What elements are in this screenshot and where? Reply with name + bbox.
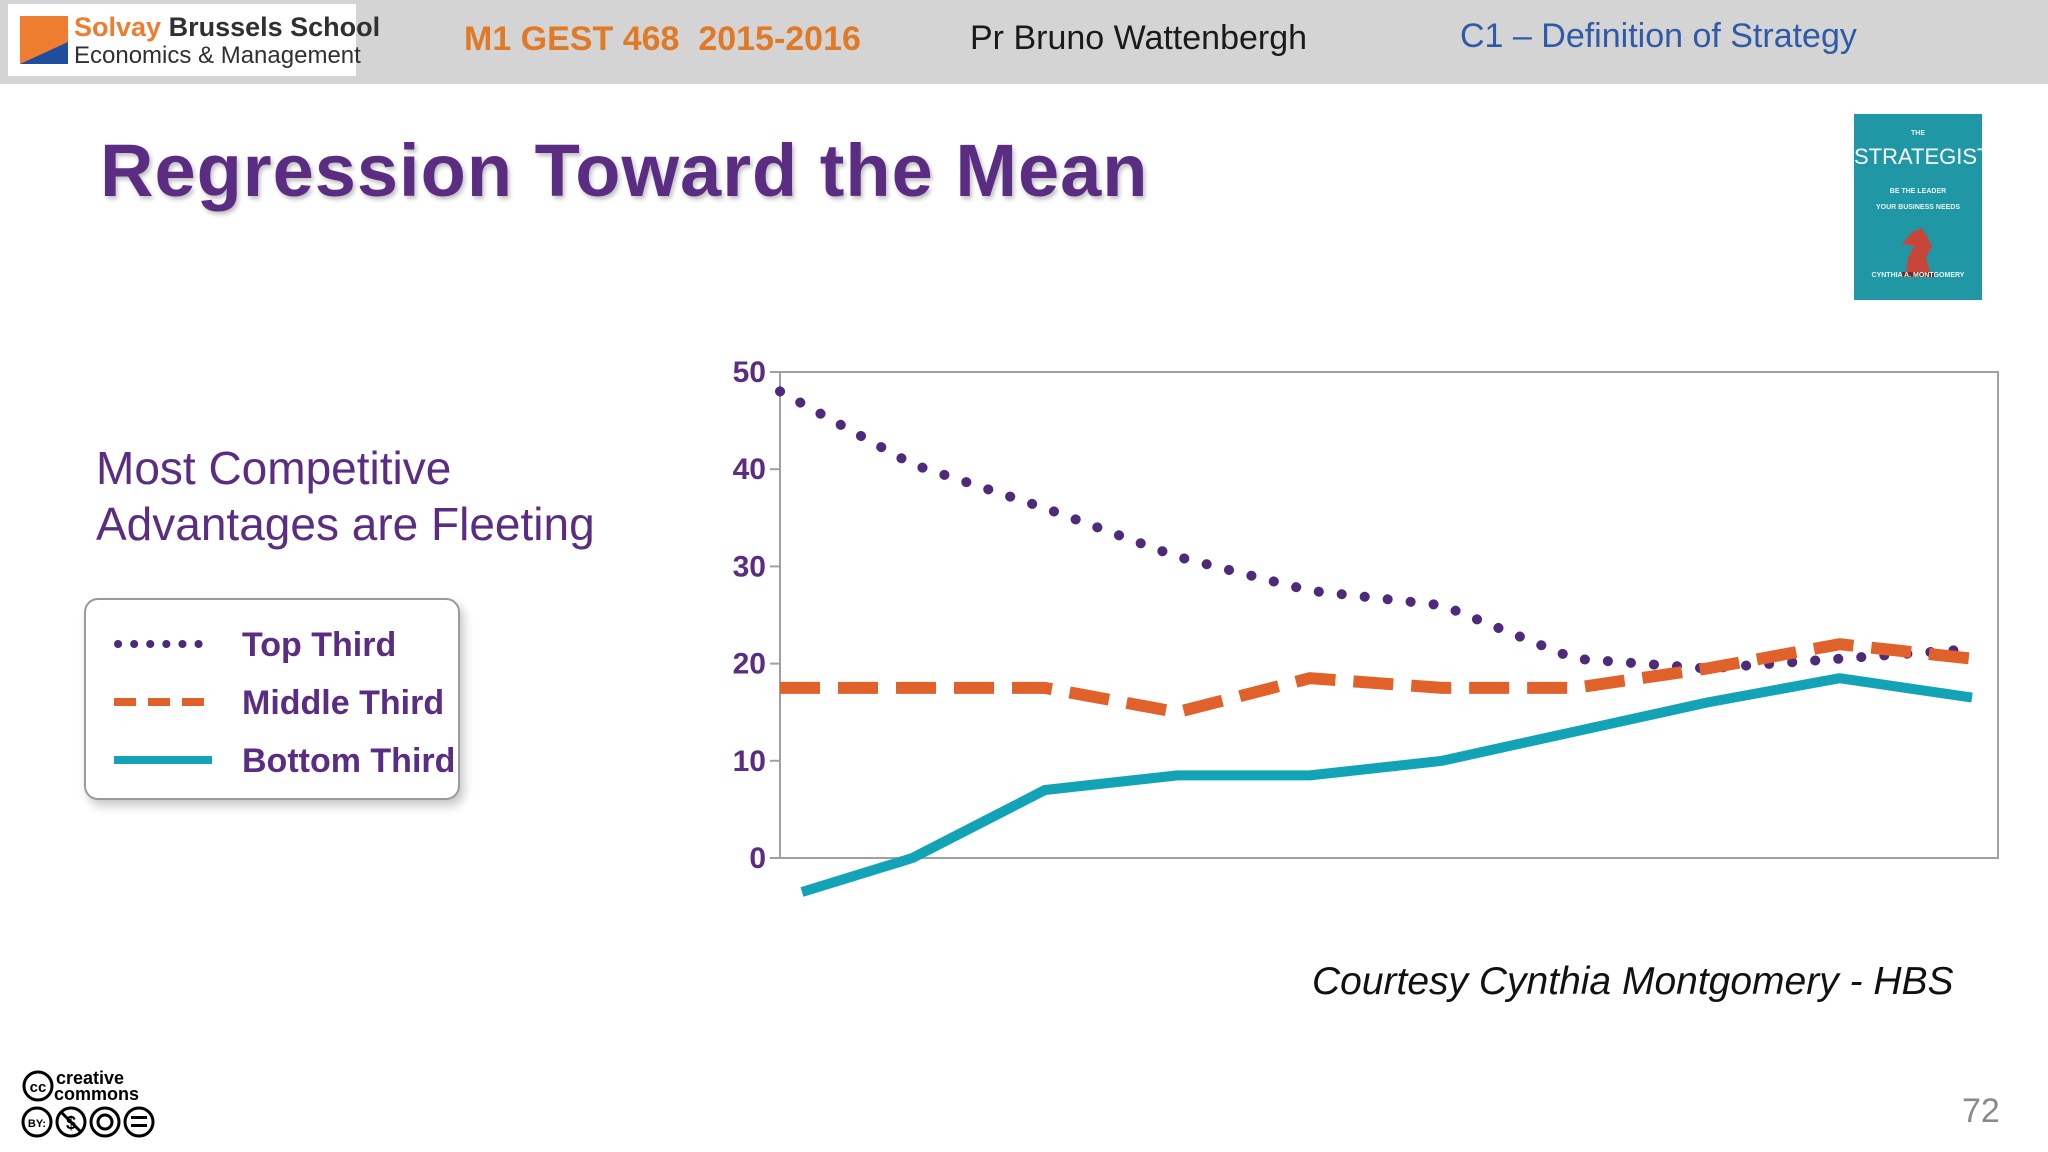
book-line-1: BE THE LEADER [1889, 188, 1947, 195]
y-axis-ticks: 0 10 20 30 40 50 [733, 356, 780, 875]
series-line-middle-third [780, 638, 1973, 719]
school-logo-icon [20, 16, 68, 64]
plot-frame [779, 371, 1999, 859]
legend-label-top-third: Top Third [242, 626, 397, 664]
y-tick-label-40: 40 [733, 453, 766, 486]
legend-item-bottom-third: Bottom Third [112, 738, 456, 788]
svg-text:BY:: BY: [28, 1118, 46, 1130]
legend-label-middle-third: Middle Third [242, 684, 445, 722]
legend-swatch-dotted [114, 640, 212, 648]
book-cover-image: THE STRATEGIST BE THE LEADER YOUR BUSINE… [1854, 114, 1991, 300]
logo-line-2: Economics & Management [74, 42, 361, 69]
logo-accent-text: Solvay [74, 12, 162, 42]
header-bar: Solvay Brussels School Economics & Manag… [0, 0, 2048, 84]
book-author: CYNTHIA A. MONTGOMERY [1871, 272, 1965, 279]
logo-rest-text: Brussels School [168, 12, 381, 42]
legend-swatch-solid [114, 756, 212, 764]
professor-name: Pr Bruno Wattenbergh [970, 19, 1308, 57]
plot-area-border [779, 371, 1999, 859]
page-number: 72 [1962, 1092, 2000, 1130]
chess-knight-icon [1902, 228, 1934, 277]
y-tick-label-50: 50 [733, 356, 766, 389]
legend-item-top-third: Top Third [112, 622, 452, 672]
legend-item-middle-third: Middle Third [112, 680, 452, 730]
y-tick-label-30: 30 [733, 550, 766, 583]
subtitle-line-1: Most Competitive [96, 442, 452, 494]
series-line-top-third [775, 386, 1977, 674]
course-code: M1 GEST 468 2015-2016 [464, 20, 861, 58]
chart-legend: Top Third Middle Third Bottom Third [84, 598, 460, 800]
creative-commons-by-nc-nd-icon: cc creative commons BY: $ [21, 1068, 155, 1138]
svg-text:cc: cc [30, 1079, 47, 1096]
chapter-title: C1 – Definition of Strategy [1460, 17, 1857, 55]
series-line-bottom-third [800, 673, 1973, 897]
courtesy-note: Courtesy Cynthia Montgomery - HBS [1312, 960, 1954, 1003]
book-top-small: THE [1911, 130, 1925, 137]
svg-text:commons: commons [54, 1084, 139, 1104]
slide-title: Regression Toward the Mean [100, 129, 1149, 212]
y-tick-label-20: 20 [733, 648, 766, 681]
book-line-2: YOUR BUSINESS NEEDS [1875, 204, 1961, 211]
svg-text:creative: creative [56, 1068, 124, 1088]
book-title: STRATEGIST [1854, 144, 1991, 169]
legend-swatch-dashed [114, 698, 212, 706]
school-logo: Solvay Brussels School Economics & Manag… [8, 4, 380, 76]
legend-label-bottom-third: Bottom Third [242, 742, 456, 780]
y-tick-label-0: 0 [749, 842, 766, 875]
subtitle-line-2: Advantages are Fleeting [96, 498, 595, 550]
series-layer [775, 386, 1977, 897]
slide-subtitle: Most Competitive Advantages are Fleeting [96, 440, 595, 552]
logo-line-1: Solvay Brussels School [74, 12, 380, 43]
y-tick-label-10: 10 [733, 745, 766, 778]
